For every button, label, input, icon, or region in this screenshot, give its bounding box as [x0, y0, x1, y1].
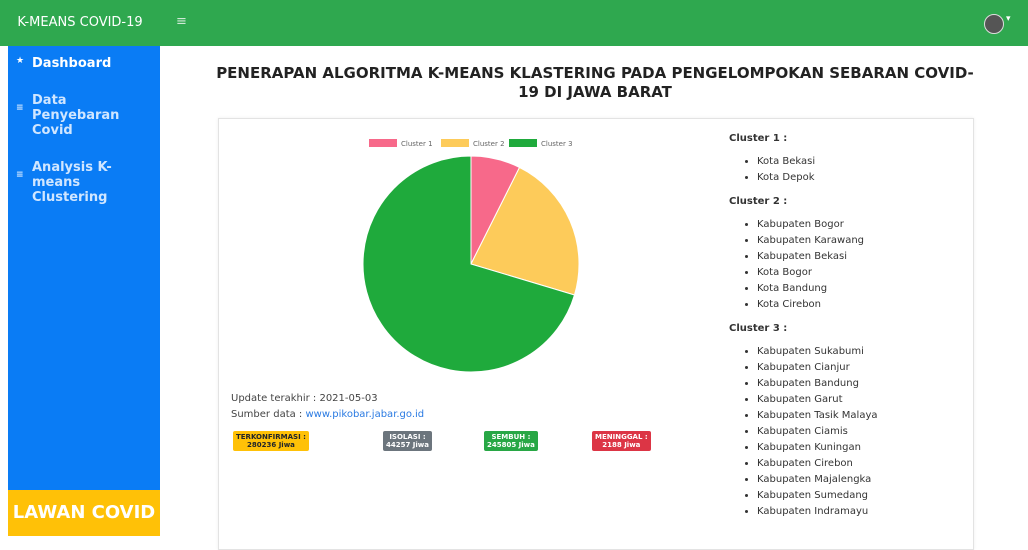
stat-label: SEMBUH :: [487, 433, 535, 441]
legend-swatch: [369, 139, 397, 147]
cluster-members: Kota BekasiKota Depok: [729, 154, 878, 186]
cluster-member: Kabupaten Bogor: [757, 217, 878, 233]
cluster-member: Kabupaten Indramayu: [757, 504, 878, 520]
stat-badge: MENINGGAL :2188 Jiwa: [592, 431, 651, 451]
sidebar: ★Dashboard ≡Data Penyebaran Covid ≡Analy…: [8, 46, 160, 536]
cluster-member: Kabupaten Kuningan: [757, 440, 878, 456]
cluster-title: Cluster 3 :: [729, 323, 878, 334]
nav-label: Data Penyebaran Covid: [32, 93, 119, 138]
avatar-caret[interactable]: ▾: [1006, 14, 1011, 24]
source-link[interactable]: www.pikobar.jabar.go.id: [305, 409, 424, 420]
update-text: Update terakhir : 2021-05-03: [231, 391, 424, 407]
legend-label: Cluster 2: [473, 140, 505, 148]
info: Update terakhir : 2021-05-03 Sumber data…: [231, 391, 424, 423]
cluster-list: Cluster 1 : Kota BekasiKota Depok Cluster …: [729, 133, 878, 530]
cluster-member: Kabupaten Sumedang: [757, 488, 878, 504]
nav-label: Dashboard: [32, 56, 111, 71]
cluster-member: Kabupaten Ciamis: [757, 424, 878, 440]
cluster-members: Kabupaten SukabumiKabupaten CianjurKabup…: [729, 344, 878, 520]
legend-swatch: [509, 139, 537, 147]
brand[interactable]: K-MEANS COVID-19: [0, 0, 160, 46]
stat-value: 245805 Jiwa: [487, 441, 535, 449]
cluster-member: Kabupaten Karawang: [757, 233, 878, 249]
cluster-member: Kabupaten Cianjur: [757, 360, 878, 376]
cluster-member: Kabupaten Sukabumi: [757, 344, 878, 360]
cluster-title: Cluster 2 :: [729, 196, 878, 207]
source: Sumber data : www.pikobar.jabar.go.id: [231, 407, 424, 423]
stat-badge: TERKONFIRMASI :280236 Jiwa: [233, 431, 309, 451]
cluster-member: Kota Bogor: [757, 265, 878, 281]
legend-label: Cluster 1: [401, 140, 433, 148]
cluster-member: Kabupaten Cirebon: [757, 456, 878, 472]
cluster-members: Kabupaten BogorKabupaten KarawangKabupat…: [729, 217, 878, 313]
cluster-member: Kabupaten Majalengka: [757, 472, 878, 488]
body: K-MEANS COVID-19 ≡ ▾ ★Dashboard ≡Data Pe…: [0, 0, 1028, 536]
chart: Cluster 1 Cluster 2 Cluster 3: [219, 119, 699, 389]
nav-item[interactable]: ≡Data Penyebaran Covid: [8, 93, 160, 138]
cluster-member: Kota Bekasi: [757, 154, 878, 170]
menu-toggle[interactable]: ≡: [176, 14, 187, 29]
stat-label: MENINGGAL :: [595, 433, 648, 441]
cluster-member: Kota Bandung: [757, 281, 878, 297]
cluster-member: Kota Cirebon: [757, 297, 878, 313]
cluster-member: Kabupaten Tasik Malaya: [757, 408, 878, 424]
source-label: Sumber data :: [231, 409, 302, 420]
stat-label: ISOLASI :: [386, 433, 429, 441]
stat-label: TERKONFIRMASI :: [236, 433, 306, 441]
navbar: K-MEANS COVID-19 ≡ ▾: [0, 0, 1028, 46]
stat-badge: ISOLASI :44257 Jiwa: [383, 431, 432, 451]
stat-badge: SEMBUH :245805 Jiwa: [484, 431, 538, 451]
stat-value: 44257 Jiwa: [386, 441, 429, 449]
legend-label: Cluster 3: [541, 140, 573, 148]
cluster-member: Kabupaten Bekasi: [757, 249, 878, 265]
stat-value: 280236 Jiwa: [236, 441, 306, 449]
page: K-Means Covid-19 {"navbar": {"brand": "K…: [0, 0, 1028, 536]
nav-item[interactable]: ★Dashboard: [8, 56, 160, 71]
legend-swatch: [441, 139, 469, 147]
cluster-member: Kabupaten Bandung: [757, 376, 878, 392]
stat-value: 2188 Jiwa: [595, 441, 648, 449]
card: Cluster 1 Cluster 2 Cluster 3 Update terak…: [218, 118, 974, 550]
sidebar-footer: LAWAN COVID: [8, 490, 160, 536]
cluster-member: Kota Depok: [757, 170, 878, 186]
cluster-member: Kabupaten Garut: [757, 392, 878, 408]
avatar[interactable]: [984, 14, 1004, 34]
page-title: PENERAPAN ALGORITMA K-MEANS KLASTERING P…: [210, 64, 980, 102]
nav-label: Analysis K-means Clustering: [32, 160, 112, 205]
nav-item[interactable]: ≡Analysis K-means Clustering: [8, 160, 160, 205]
cluster-title: Cluster 1 :: [729, 133, 878, 144]
